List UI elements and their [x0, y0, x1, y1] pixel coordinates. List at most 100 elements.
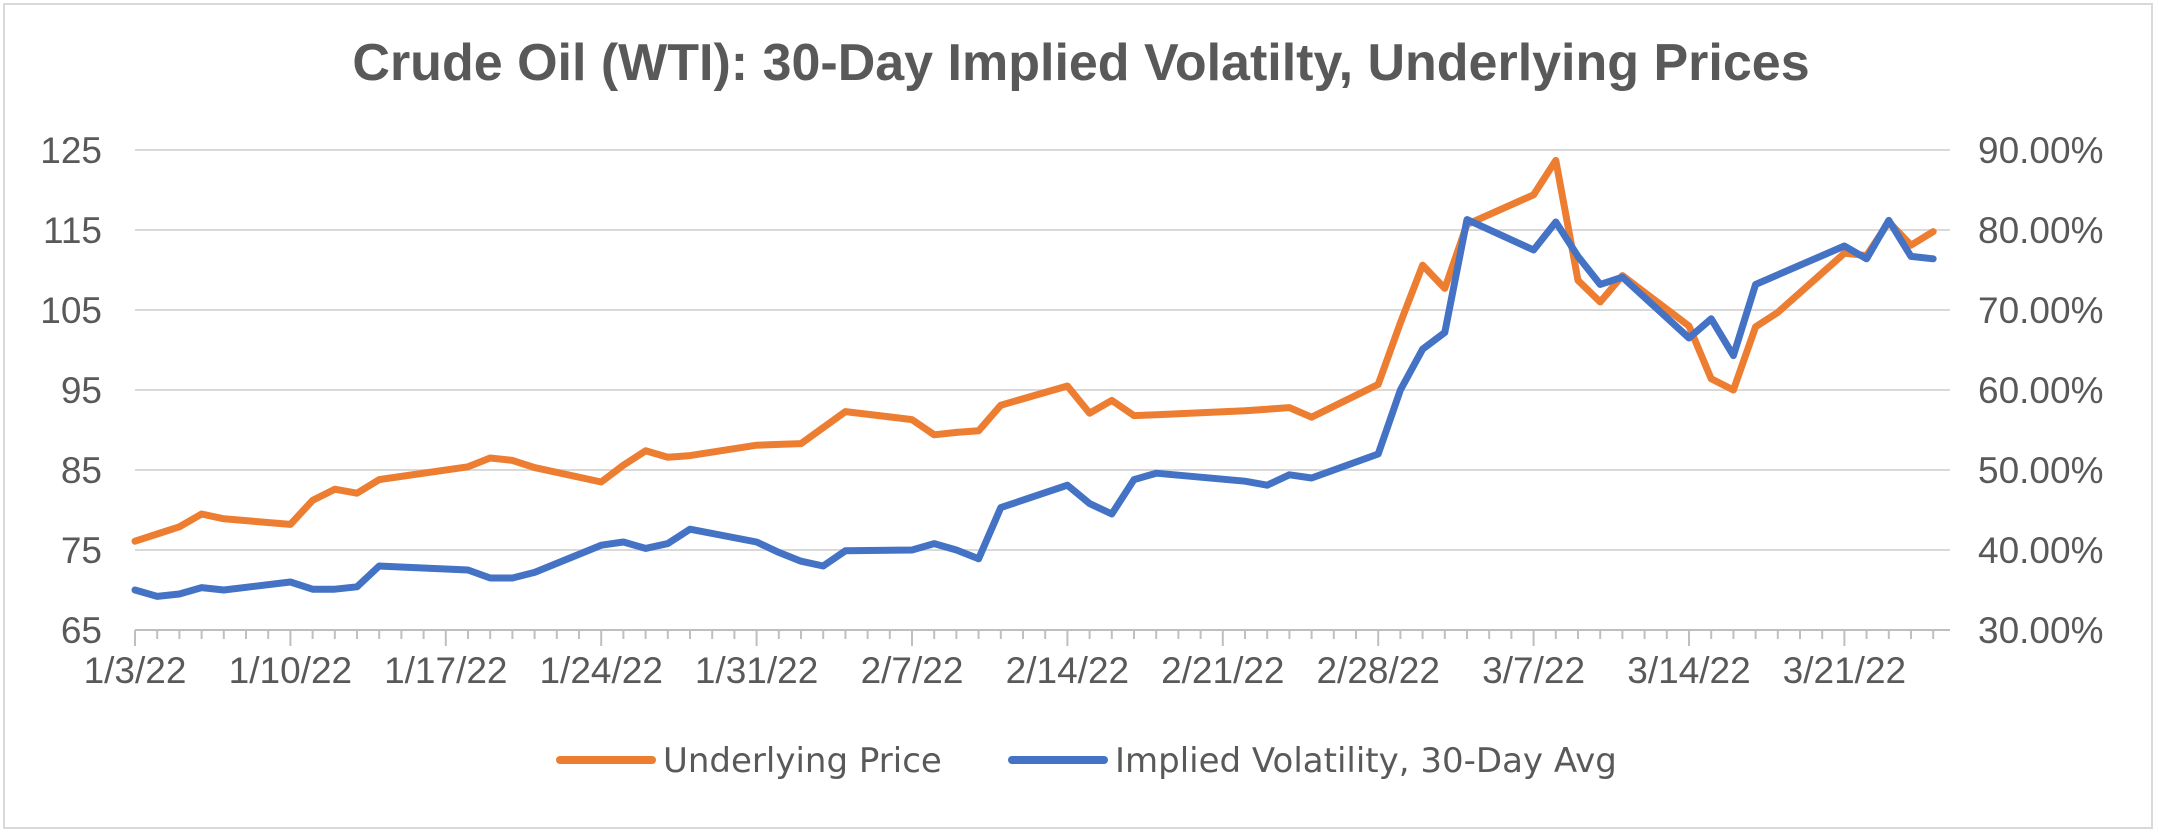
x-tick-label: 2/14/22	[1006, 650, 1129, 691]
data-point	[1287, 406, 1291, 410]
data-point	[1421, 347, 1425, 351]
left-y-axis: 125 115 105 95 85 75 65	[40, 130, 102, 651]
data-point	[644, 449, 648, 453]
left-y-tick-label: 125	[40, 130, 102, 171]
data-point	[1731, 388, 1735, 392]
x-tick-label: 1/17/22	[384, 650, 507, 691]
series-lines	[131, 156, 1937, 600]
data-point	[1931, 257, 1935, 261]
data-point	[133, 539, 137, 543]
data-point	[666, 455, 670, 459]
right-y-axis: 90.00% 80.00% 70.00% 60.00% 50.00% 40.00% 30.0…	[1978, 130, 2104, 651]
right-y-tick-label: 70.00%	[1978, 290, 2104, 331]
data-point	[666, 542, 670, 546]
right-y-tick-label: 40.00%	[1978, 530, 2104, 571]
data-point	[1310, 476, 1314, 480]
data-point	[466, 568, 470, 572]
data-point	[910, 548, 914, 552]
data-point	[1132, 478, 1136, 482]
data-point	[1909, 254, 1913, 258]
data-point	[177, 525, 181, 529]
data-point	[1532, 193, 1536, 197]
data-point	[1065, 384, 1069, 388]
data-point	[377, 478, 381, 482]
data-point	[1598, 282, 1602, 286]
data-point	[954, 548, 958, 552]
data-point	[177, 592, 181, 596]
data-point	[1754, 282, 1758, 286]
data-point	[799, 559, 803, 563]
legend: Underlying Price Implied Volatility, 30-D…	[556, 741, 1617, 781]
data-point	[644, 546, 648, 550]
left-y-tick-label: 65	[61, 610, 102, 651]
data-point	[599, 543, 603, 547]
left-y-tick-label: 95	[61, 370, 102, 411]
data-point	[954, 430, 958, 434]
data-point	[999, 403, 1003, 407]
data-point	[1620, 275, 1624, 279]
data-point	[1154, 413, 1158, 417]
data-point	[1842, 251, 1846, 255]
data-point	[1776, 310, 1780, 314]
legend-label: Underlying Price	[663, 741, 942, 781]
data-point	[222, 517, 226, 521]
data-point	[510, 576, 514, 580]
data-point	[777, 442, 781, 446]
data-point	[1421, 263, 1425, 267]
data-point	[1065, 483, 1069, 487]
x-tick-label: 2/7/22	[861, 650, 964, 691]
data-point	[333, 587, 337, 591]
data-point	[1265, 483, 1269, 487]
x-tick-label: 1/10/22	[229, 650, 352, 691]
data-point	[621, 463, 625, 467]
data-point	[1887, 218, 1891, 222]
x-tick-label: 1/24/22	[539, 650, 662, 691]
data-point	[777, 550, 781, 554]
data-point	[1532, 248, 1536, 252]
data-point	[1554, 220, 1558, 224]
legend-label: Implied Volatility, 30-Day Avg	[1115, 741, 1617, 781]
x-axis-tick-labels: 1/3/22 1/10/22 1/17/22 1/24/22 1/31/22 2/7/22…	[84, 650, 1907, 691]
data-point	[200, 586, 204, 590]
data-point	[1243, 479, 1247, 483]
data-point	[821, 426, 825, 430]
x-axis	[134, 629, 1950, 646]
data-point	[999, 506, 1003, 510]
data-point	[1754, 325, 1758, 329]
data-point	[755, 540, 759, 544]
data-point	[1687, 324, 1691, 328]
data-point	[1576, 254, 1580, 258]
x-tick-label: 3/14/22	[1627, 650, 1750, 691]
data-point	[1376, 452, 1380, 456]
data-point	[843, 410, 847, 414]
data-point	[200, 512, 204, 516]
data-point	[533, 570, 537, 574]
right-y-tick-label: 80.00%	[1978, 210, 2104, 251]
series-line-implied-volatility-30-day-avg	[131, 216, 1937, 600]
data-point	[488, 456, 492, 460]
data-point	[155, 532, 159, 536]
data-point	[288, 522, 292, 526]
data-point	[355, 491, 359, 495]
data-point	[311, 498, 315, 502]
data-point	[1243, 409, 1247, 413]
right-y-tick-label: 50.00%	[1978, 450, 2104, 491]
x-tick-label: 1/31/22	[695, 650, 818, 691]
data-point	[155, 594, 159, 598]
data-point	[1398, 321, 1402, 325]
data-point	[1310, 415, 1314, 419]
x-tick-label: 1/3/22	[84, 650, 187, 691]
data-point	[533, 466, 537, 470]
data-point	[599, 480, 603, 484]
data-point	[466, 465, 470, 469]
x-tick-label: 3/7/22	[1482, 650, 1585, 691]
data-point	[1909, 243, 1913, 247]
data-point	[932, 542, 936, 546]
data-point	[1088, 502, 1092, 506]
data-point	[1598, 300, 1602, 304]
data-point	[333, 487, 337, 491]
data-point	[1709, 317, 1713, 321]
data-point	[355, 585, 359, 589]
data-point	[1709, 377, 1713, 381]
